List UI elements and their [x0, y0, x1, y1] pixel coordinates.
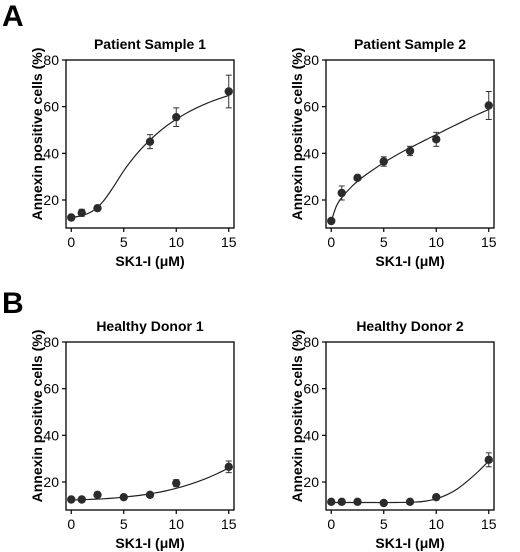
- data-point: [432, 492, 441, 502]
- data-point: [327, 497, 336, 507]
- y-tick-label: 20: [303, 192, 319, 208]
- x-axis-label: SK1-I (μM): [375, 535, 444, 551]
- data-point: [67, 213, 76, 222]
- data-point: [93, 490, 102, 500]
- chart-healthy-donor-1: Healthy Donor 1 20 40 60 80 0 5 10 15 SK1-I (μM) A…: [30, 318, 237, 551]
- x-axis-label: SK1-I (μM): [115, 535, 184, 551]
- data-point: [353, 173, 362, 183]
- data-point: [337, 497, 346, 507]
- x-tick-label: 10: [428, 516, 444, 532]
- panel-label-b: B: [2, 287, 24, 320]
- x-tick-label: 0: [327, 516, 335, 532]
- fit-curve: [330, 108, 489, 222]
- y-tick-label: 40: [43, 145, 59, 161]
- x-tick-label: 0: [67, 516, 75, 532]
- y-tick-label: 80: [43, 334, 59, 350]
- y-tick-label: 60: [43, 99, 59, 115]
- chart-patient-sample-1: Patient Sample 1 20 40 60 80 0 5 10 15 SK1-I (μM)…: [30, 36, 237, 269]
- y-axis-label: Annexin positive cells (%): [30, 48, 45, 221]
- x-tick-label: 15: [221, 516, 237, 532]
- data-point: [379, 157, 388, 166]
- x-tick-label: 5: [120, 234, 128, 250]
- y-tick-label: 40: [303, 427, 319, 443]
- plot-frame: [325, 59, 495, 229]
- x-tick-label: 10: [428, 234, 444, 250]
- x-tick-label: 5: [120, 516, 128, 532]
- y-tick-label: 60: [43, 381, 59, 397]
- x-tick-label: 0: [327, 234, 335, 250]
- data-point: [353, 497, 362, 507]
- y-tick-label: 80: [303, 334, 319, 350]
- plot-frame: [65, 59, 235, 229]
- data-point: [77, 495, 86, 504]
- data-point: [172, 112, 181, 122]
- y-tick-label: 80: [303, 52, 319, 68]
- data-point: [119, 492, 128, 502]
- y-axis-label: Annexin positive cells (%): [290, 48, 305, 221]
- fit-curve: [331, 460, 490, 504]
- x-tick-label: 10: [168, 234, 184, 250]
- data-point: [337, 188, 346, 198]
- y-tick-label: 40: [303, 145, 319, 161]
- data-point: [224, 462, 233, 472]
- x-tick-label: 5: [380, 516, 388, 532]
- data-point: [67, 495, 76, 504]
- y-tick-label: 60: [303, 381, 319, 397]
- y-axis-label: Annexin positive cells (%): [30, 330, 45, 503]
- data-point: [432, 135, 441, 144]
- data-point: [224, 87, 233, 96]
- chart-patient-sample-2: Patient Sample 2 20 40 60 80 0 5 10 15 SK1-I (μM)…: [290, 36, 497, 269]
- y-tick-label: 20: [43, 192, 59, 208]
- chart-title: Healthy Donor 1: [96, 318, 204, 334]
- fit-curve: [71, 94, 229, 219]
- data-point: [145, 490, 155, 500]
- y-tick-label: 20: [303, 474, 319, 490]
- y-tick-label: 80: [43, 52, 59, 68]
- x-tick-label: 15: [481, 234, 497, 250]
- y-axis-label: Annexin positive cells (%): [290, 330, 305, 503]
- chart-title: Patient Sample 1: [94, 36, 206, 52]
- x-tick-label: 5: [380, 234, 388, 250]
- data-point: [77, 208, 86, 218]
- data-point: [145, 137, 155, 146]
- data-point: [93, 203, 102, 213]
- y-tick-label: 40: [43, 427, 59, 443]
- x-axis-label: SK1-I (μM): [115, 253, 184, 269]
- plot-frame: [325, 341, 495, 511]
- data-point: [379, 498, 388, 508]
- chart-healthy-donor-2: Healthy Donor 2 20 40 60 80 0 5 10 15 SK1-I (μM) A…: [290, 318, 497, 551]
- data-point: [327, 216, 336, 226]
- x-tick-label: 10: [168, 516, 184, 532]
- y-tick-label: 60: [303, 99, 319, 115]
- data-point: [405, 146, 415, 156]
- chart-title: Patient Sample 2: [354, 36, 466, 52]
- data-point: [405, 497, 415, 507]
- data-point: [172, 478, 181, 488]
- data-point: [484, 455, 493, 465]
- x-tick-label: 15: [481, 516, 497, 532]
- x-tick-label: 0: [67, 234, 75, 250]
- x-axis-label: SK1-I (μM): [375, 253, 444, 269]
- y-tick-label: 20: [43, 474, 59, 490]
- x-tick-label: 15: [221, 234, 237, 250]
- plot-frame: [65, 341, 235, 511]
- panel-label-a: A: [2, 0, 24, 33]
- data-point: [484, 101, 493, 110]
- chart-title: Healthy Donor 2: [356, 318, 464, 334]
